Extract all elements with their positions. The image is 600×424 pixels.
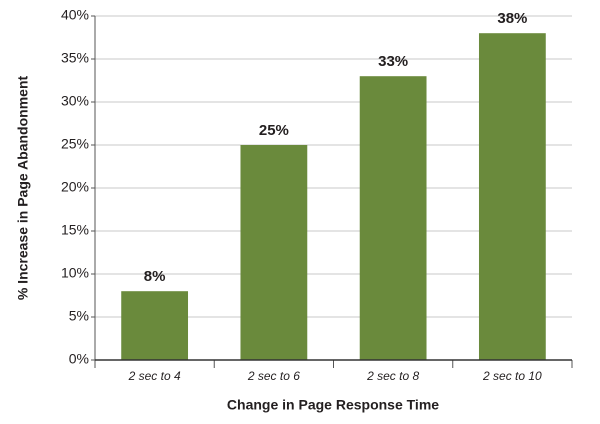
y-tick-label: 15% — [61, 222, 89, 238]
value-label: 33% — [378, 53, 408, 70]
y-tick-label: 25% — [61, 136, 89, 152]
y-tick-label: 0% — [69, 351, 89, 367]
bar — [240, 145, 308, 360]
bar — [359, 76, 427, 360]
y-tick-label: 5% — [69, 308, 89, 324]
value-label: 25% — [259, 122, 289, 139]
x-axis-label: Change in Page Response Time — [227, 397, 439, 413]
y-tick-label: 35% — [61, 50, 89, 66]
x-tick-label: 2 sec to 10 — [482, 369, 542, 383]
bar — [478, 33, 546, 360]
y-axis-label: % Increase in Page Abandonment — [15, 76, 31, 301]
bar — [121, 291, 189, 360]
x-tick-label: 2 sec to 4 — [128, 369, 181, 383]
y-tick-label: 10% — [61, 265, 89, 281]
y-tick-label: 30% — [61, 93, 89, 109]
x-tick-label: 2 sec to 8 — [366, 369, 419, 383]
value-label: 8% — [144, 268, 166, 285]
value-label: 38% — [497, 10, 527, 27]
y-tick-label: 40% — [61, 7, 89, 23]
y-tick-label: 20% — [61, 179, 89, 195]
x-tick-label: 2 sec to 6 — [247, 369, 300, 383]
